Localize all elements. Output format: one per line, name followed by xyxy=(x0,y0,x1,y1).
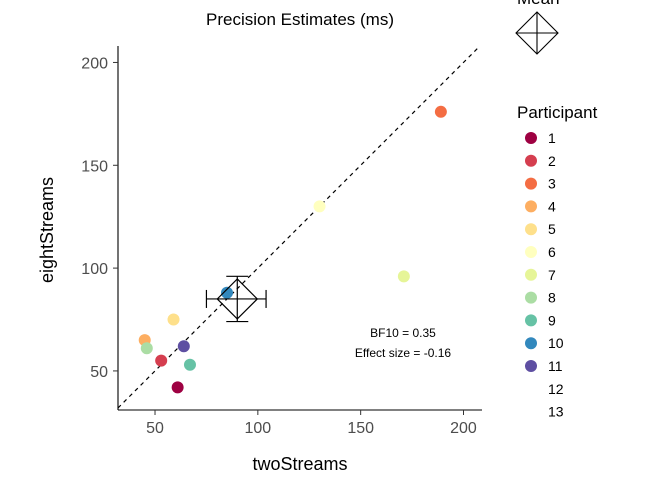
identity-line xyxy=(117,45,481,409)
legend-label-6: 6 xyxy=(548,244,556,260)
axes: 50 100 150 200 50 100 150 200 xyxy=(81,46,482,437)
legend-label-2: 2 xyxy=(548,153,556,169)
legend-label-7: 7 xyxy=(548,267,556,283)
data-point-participant-3 xyxy=(434,105,447,118)
annotations: BF10 = 0.35 Effect size = -0.16 xyxy=(355,326,451,360)
legend-swatch-3 xyxy=(525,177,537,190)
legend-label-8: 8 xyxy=(548,290,556,306)
legend-swatch-1 xyxy=(525,132,537,144)
legend-label-3: 3 xyxy=(548,176,556,192)
legend-mean-title: Mean xyxy=(517,0,560,8)
y-axis-label: eightStreams xyxy=(37,177,57,283)
legend: MeanParticipant12345678910111213 xyxy=(515,0,598,420)
stats-annotation-2: Effect size = -0.16 xyxy=(355,346,451,360)
data-point-participant-6 xyxy=(313,200,326,213)
data-point-participant-1 xyxy=(171,381,184,394)
mean-marker xyxy=(205,275,267,323)
stats-annotation-1: BF10 = 0.35 xyxy=(370,326,436,340)
data-point-participant-11 xyxy=(177,340,190,353)
legend-label-13: 13 xyxy=(548,404,564,420)
mean-diamond xyxy=(216,278,259,320)
x-tick-label: 200 xyxy=(450,420,477,437)
legend-label-11: 11 xyxy=(548,358,563,374)
legend-label-1: 1 xyxy=(548,130,556,146)
legend-label-9: 9 xyxy=(548,312,556,328)
y-tick-label: 200 xyxy=(81,55,108,72)
data-marks xyxy=(117,45,481,409)
legend-swatch-5 xyxy=(525,223,537,236)
data-point-participant-2 xyxy=(155,354,168,367)
legend-swatch-10 xyxy=(525,337,537,350)
legend-mean-key xyxy=(515,11,559,55)
y-tick-label: 50 xyxy=(90,364,108,381)
legend-swatch-7 xyxy=(525,268,537,281)
legend-label-4: 4 xyxy=(548,198,556,214)
legend-swatch-4 xyxy=(525,200,537,213)
legend-swatch-11 xyxy=(525,360,537,372)
x-tick-label: 150 xyxy=(347,420,374,437)
x-axis-label: twoStreams xyxy=(252,454,347,474)
data-point-participant-10 xyxy=(220,286,233,299)
chart-title: Precision Estimates (ms) xyxy=(206,10,394,29)
x-tick-label: 100 xyxy=(244,420,271,437)
y-tick-label: 150 xyxy=(81,158,108,175)
data-point-participant-9 xyxy=(183,358,196,371)
legend-label-5: 5 xyxy=(548,221,556,237)
data-point-participant-5 xyxy=(167,313,180,326)
y-tick-label: 100 xyxy=(81,261,108,278)
legend-swatch-6 xyxy=(525,246,537,258)
data-point-participant-7 xyxy=(397,270,410,283)
x-tick-label: 50 xyxy=(146,420,164,437)
legend-participant-title: Participant xyxy=(517,103,598,122)
legend-label-12: 12 xyxy=(548,381,564,397)
legend-swatch-2 xyxy=(525,154,537,167)
legend-label-10: 10 xyxy=(548,335,564,351)
data-point-participant-8 xyxy=(140,342,153,355)
legend-swatch-9 xyxy=(525,314,537,327)
legend-swatch-8 xyxy=(525,291,537,304)
